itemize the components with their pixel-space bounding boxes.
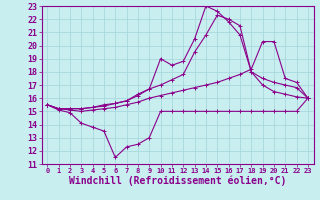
X-axis label: Windchill (Refroidissement éolien,°C): Windchill (Refroidissement éolien,°C) — [69, 176, 286, 186]
